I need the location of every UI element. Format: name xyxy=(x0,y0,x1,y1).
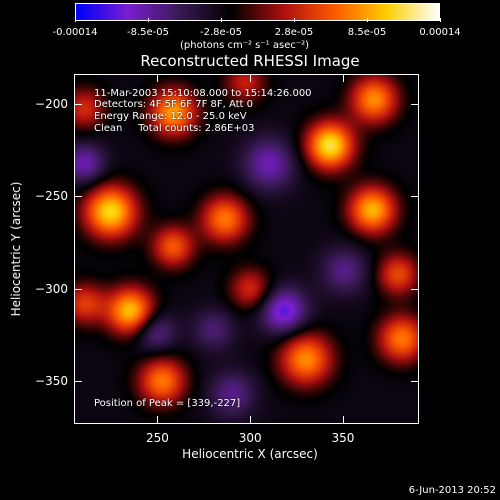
y-tick-mark xyxy=(74,381,82,383)
colorbar-tick-mark xyxy=(148,18,149,22)
colorbar-tick-mark xyxy=(75,18,76,22)
y-tick-label: −250 xyxy=(35,189,68,204)
y-tick-mark xyxy=(411,196,419,198)
colorbar-tick-mark xyxy=(440,18,441,22)
colorbar xyxy=(75,3,440,21)
timestamp: 6-Jun-2013 20:52 xyxy=(408,485,496,496)
colorbar-units: (photons cm⁻² s⁻¹ asec⁻²) xyxy=(180,40,310,51)
y-tick-mark xyxy=(74,288,82,290)
colorbar-tick-label: 8.5e-05 xyxy=(347,27,387,38)
colorbar-tick-label: -0.00014 xyxy=(52,27,98,38)
colorbar-tick-mark xyxy=(221,18,222,22)
heatmap-image xyxy=(74,74,419,424)
chart-title: Reconstructed RHESSI Image xyxy=(140,52,360,70)
x-tick-mark xyxy=(250,74,252,82)
x-tick-mark xyxy=(250,416,252,424)
x-tick-mark xyxy=(157,416,159,424)
x-tick-label: 300 xyxy=(238,431,262,445)
detectors-label: Detectors: 4F 5F 6F 7F 8F, Att 0 xyxy=(94,99,254,110)
colorbar-tick-mark xyxy=(294,18,295,22)
x-tick-label: 250 xyxy=(146,431,169,445)
y-axis-label: Heliocentric Y (arcsec) xyxy=(9,181,23,317)
clean-counts-label: Clean Total counts: 2.86E+03 xyxy=(94,123,255,134)
y-tick-label: −350 xyxy=(35,374,68,389)
energy-range-label: Energy Range: 12.0 - 25.0 keV xyxy=(94,111,247,122)
colorbar-tick-label: 2.8e-05 xyxy=(274,27,314,38)
y-tick-mark xyxy=(74,196,82,198)
colorbar-tick-mark xyxy=(367,18,368,22)
x-tick-label: 350 xyxy=(331,431,355,445)
colorbar-tick-label: -8.5e-05 xyxy=(127,27,169,38)
y-tick-label: −200 xyxy=(35,96,68,111)
time-range-label: 11-Mar-2003 15:10:08.000 to 15:14:26.000 xyxy=(94,88,312,99)
x-tick-mark xyxy=(342,416,344,424)
y-tick-mark xyxy=(74,103,82,105)
y-tick-mark xyxy=(411,381,419,383)
x-tick-mark xyxy=(157,74,159,82)
x-axis-label: Heliocentric X (arcsec) xyxy=(182,447,318,461)
x-tick-mark xyxy=(342,74,344,82)
peak-position-label: Position of Peak = [339,-227] xyxy=(94,398,241,409)
y-tick-label: −300 xyxy=(35,281,68,296)
y-tick-mark xyxy=(411,288,419,290)
colorbar-tick-label: -2.8e-05 xyxy=(200,27,242,38)
colorbar-tick-label: 0.00014 xyxy=(419,27,461,38)
y-tick-mark xyxy=(411,103,419,105)
